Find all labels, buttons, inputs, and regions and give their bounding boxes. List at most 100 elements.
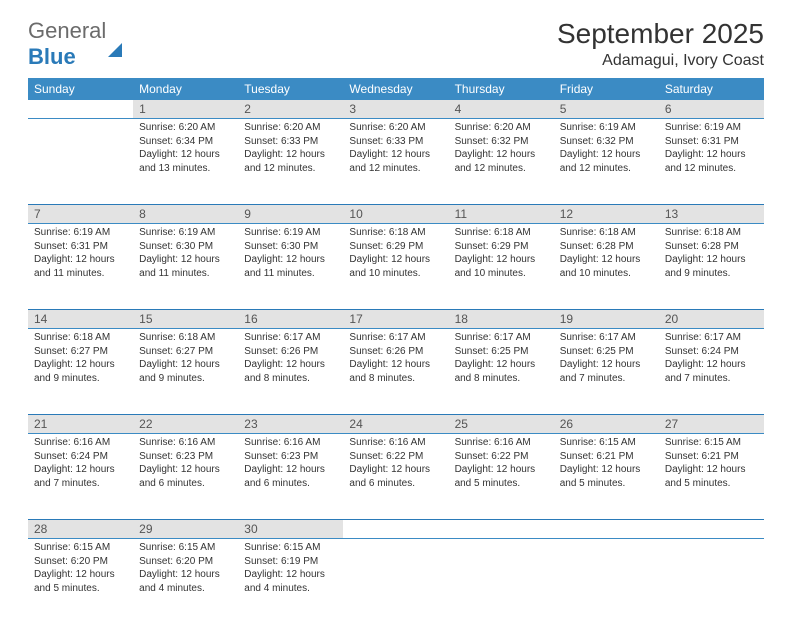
day-cell: Sunrise: 6:16 AMSunset: 6:22 PMDaylight:…: [449, 434, 554, 520]
day-number: 2: [238, 100, 343, 119]
day-number: 8: [133, 205, 238, 224]
sunset-line: Sunset: 6:33 PM: [349, 135, 442, 149]
daylight-line: Daylight: 12 hours and 8 minutes.: [244, 358, 337, 385]
day-cell: Sunrise: 6:16 AMSunset: 6:23 PMDaylight:…: [238, 434, 343, 520]
day-cell: Sunrise: 6:19 AMSunset: 6:30 PMDaylight:…: [133, 224, 238, 310]
sunset-line: Sunset: 6:26 PM: [349, 345, 442, 359]
day-number: 16: [238, 310, 343, 329]
daylight-line: Daylight: 12 hours and 11 minutes.: [139, 253, 232, 280]
daylight-line: Daylight: 12 hours and 12 minutes.: [560, 148, 653, 175]
day-cell: Sunrise: 6:17 AMSunset: 6:25 PMDaylight:…: [554, 329, 659, 415]
day-body-row: Sunrise: 6:18 AMSunset: 6:27 PMDaylight:…: [28, 329, 764, 415]
daylight-line: Daylight: 12 hours and 12 minutes.: [455, 148, 548, 175]
day-cell: Sunrise: 6:18 AMSunset: 6:29 PMDaylight:…: [449, 224, 554, 310]
day-cell: Sunrise: 6:17 AMSunset: 6:26 PMDaylight:…: [238, 329, 343, 415]
sunrise-line: Sunrise: 6:15 AM: [665, 436, 758, 450]
sunset-line: Sunset: 6:30 PM: [244, 240, 337, 254]
logo-word1: General: [28, 18, 106, 43]
day-number-row: 123456: [28, 100, 764, 119]
sunset-line: Sunset: 6:30 PM: [139, 240, 232, 254]
sunrise-line: Sunrise: 6:16 AM: [455, 436, 548, 450]
daylight-line: Daylight: 12 hours and 6 minutes.: [349, 463, 442, 490]
sunset-line: Sunset: 6:21 PM: [560, 450, 653, 464]
sunrise-line: Sunrise: 6:18 AM: [665, 226, 758, 240]
daylight-line: Daylight: 12 hours and 13 minutes.: [139, 148, 232, 175]
sunrise-line: Sunrise: 6:20 AM: [139, 121, 232, 135]
day-number: 1: [133, 100, 238, 119]
sunset-line: Sunset: 6:32 PM: [560, 135, 653, 149]
sunset-line: Sunset: 6:23 PM: [139, 450, 232, 464]
day-cell: Sunrise: 6:17 AMSunset: 6:26 PMDaylight:…: [343, 329, 448, 415]
day-cell: [28, 119, 133, 205]
sunset-line: Sunset: 6:26 PM: [244, 345, 337, 359]
sunset-line: Sunset: 6:23 PM: [244, 450, 337, 464]
day-number: 7: [28, 205, 133, 224]
weekday-header: Saturday: [659, 78, 764, 100]
location: Adamagui, Ivory Coast: [557, 52, 764, 70]
day-number: 21: [28, 415, 133, 434]
sunset-line: Sunset: 6:22 PM: [455, 450, 548, 464]
sunrise-line: Sunrise: 6:18 AM: [349, 226, 442, 240]
day-cell: Sunrise: 6:20 AMSunset: 6:33 PMDaylight:…: [343, 119, 448, 205]
logo-word2: Blue: [28, 44, 76, 69]
sunrise-line: Sunrise: 6:20 AM: [455, 121, 548, 135]
day-number: 25: [449, 415, 554, 434]
daylight-line: Daylight: 12 hours and 9 minutes.: [139, 358, 232, 385]
day-number: 17: [343, 310, 448, 329]
daylight-line: Daylight: 12 hours and 4 minutes.: [139, 568, 232, 595]
day-number-row: 78910111213: [28, 205, 764, 224]
sunset-line: Sunset: 6:24 PM: [34, 450, 127, 464]
daylight-line: Daylight: 12 hours and 11 minutes.: [34, 253, 127, 280]
day-cell: Sunrise: 6:17 AMSunset: 6:24 PMDaylight:…: [659, 329, 764, 415]
sunrise-line: Sunrise: 6:16 AM: [34, 436, 127, 450]
daylight-line: Daylight: 12 hours and 7 minutes.: [34, 463, 127, 490]
day-body-row: Sunrise: 6:16 AMSunset: 6:24 PMDaylight:…: [28, 434, 764, 520]
sunset-line: Sunset: 6:19 PM: [244, 555, 337, 569]
day-number-row: 282930: [28, 520, 764, 539]
daylight-line: Daylight: 12 hours and 10 minutes.: [455, 253, 548, 280]
day-number: 29: [133, 520, 238, 539]
day-number: 23: [238, 415, 343, 434]
weekday-header: Friday: [554, 78, 659, 100]
day-number: 27: [659, 415, 764, 434]
daylight-line: Daylight: 12 hours and 5 minutes.: [560, 463, 653, 490]
sunrise-line: Sunrise: 6:17 AM: [665, 331, 758, 345]
day-number: [28, 100, 133, 119]
day-number: [659, 520, 764, 539]
daylight-line: Daylight: 12 hours and 5 minutes.: [665, 463, 758, 490]
day-number-row: 21222324252627: [28, 415, 764, 434]
sunset-line: Sunset: 6:25 PM: [455, 345, 548, 359]
sunrise-line: Sunrise: 6:16 AM: [139, 436, 232, 450]
daylight-line: Daylight: 12 hours and 12 minutes.: [349, 148, 442, 175]
weekday-header-row: Sunday Monday Tuesday Wednesday Thursday…: [28, 78, 764, 100]
day-number: 18: [449, 310, 554, 329]
day-number: 20: [659, 310, 764, 329]
daylight-line: Daylight: 12 hours and 7 minutes.: [560, 358, 653, 385]
sunset-line: Sunset: 6:28 PM: [665, 240, 758, 254]
day-number: 24: [343, 415, 448, 434]
sunset-line: Sunset: 6:21 PM: [665, 450, 758, 464]
daylight-line: Daylight: 12 hours and 12 minutes.: [665, 148, 758, 175]
weekday-header: Monday: [133, 78, 238, 100]
day-number: 19: [554, 310, 659, 329]
daylight-line: Daylight: 12 hours and 8 minutes.: [349, 358, 442, 385]
sunset-line: Sunset: 6:31 PM: [665, 135, 758, 149]
calendar: Sunday Monday Tuesday Wednesday Thursday…: [28, 78, 764, 625]
day-number: [554, 520, 659, 539]
daylight-line: Daylight: 12 hours and 11 minutes.: [244, 253, 337, 280]
sunrise-line: Sunrise: 6:18 AM: [560, 226, 653, 240]
month-title: September 2025: [557, 18, 764, 50]
day-cell: Sunrise: 6:16 AMSunset: 6:22 PMDaylight:…: [343, 434, 448, 520]
sunrise-line: Sunrise: 6:15 AM: [139, 541, 232, 555]
sunset-line: Sunset: 6:27 PM: [34, 345, 127, 359]
sunrise-line: Sunrise: 6:17 AM: [244, 331, 337, 345]
weekday-header: Thursday: [449, 78, 554, 100]
logo: General Blue: [28, 18, 122, 70]
day-cell: Sunrise: 6:18 AMSunset: 6:29 PMDaylight:…: [343, 224, 448, 310]
weekday-header: Sunday: [28, 78, 133, 100]
day-cell: Sunrise: 6:18 AMSunset: 6:27 PMDaylight:…: [28, 329, 133, 415]
sunrise-line: Sunrise: 6:19 AM: [665, 121, 758, 135]
day-number: 30: [238, 520, 343, 539]
day-cell: Sunrise: 6:17 AMSunset: 6:25 PMDaylight:…: [449, 329, 554, 415]
day-cell: Sunrise: 6:15 AMSunset: 6:21 PMDaylight:…: [659, 434, 764, 520]
